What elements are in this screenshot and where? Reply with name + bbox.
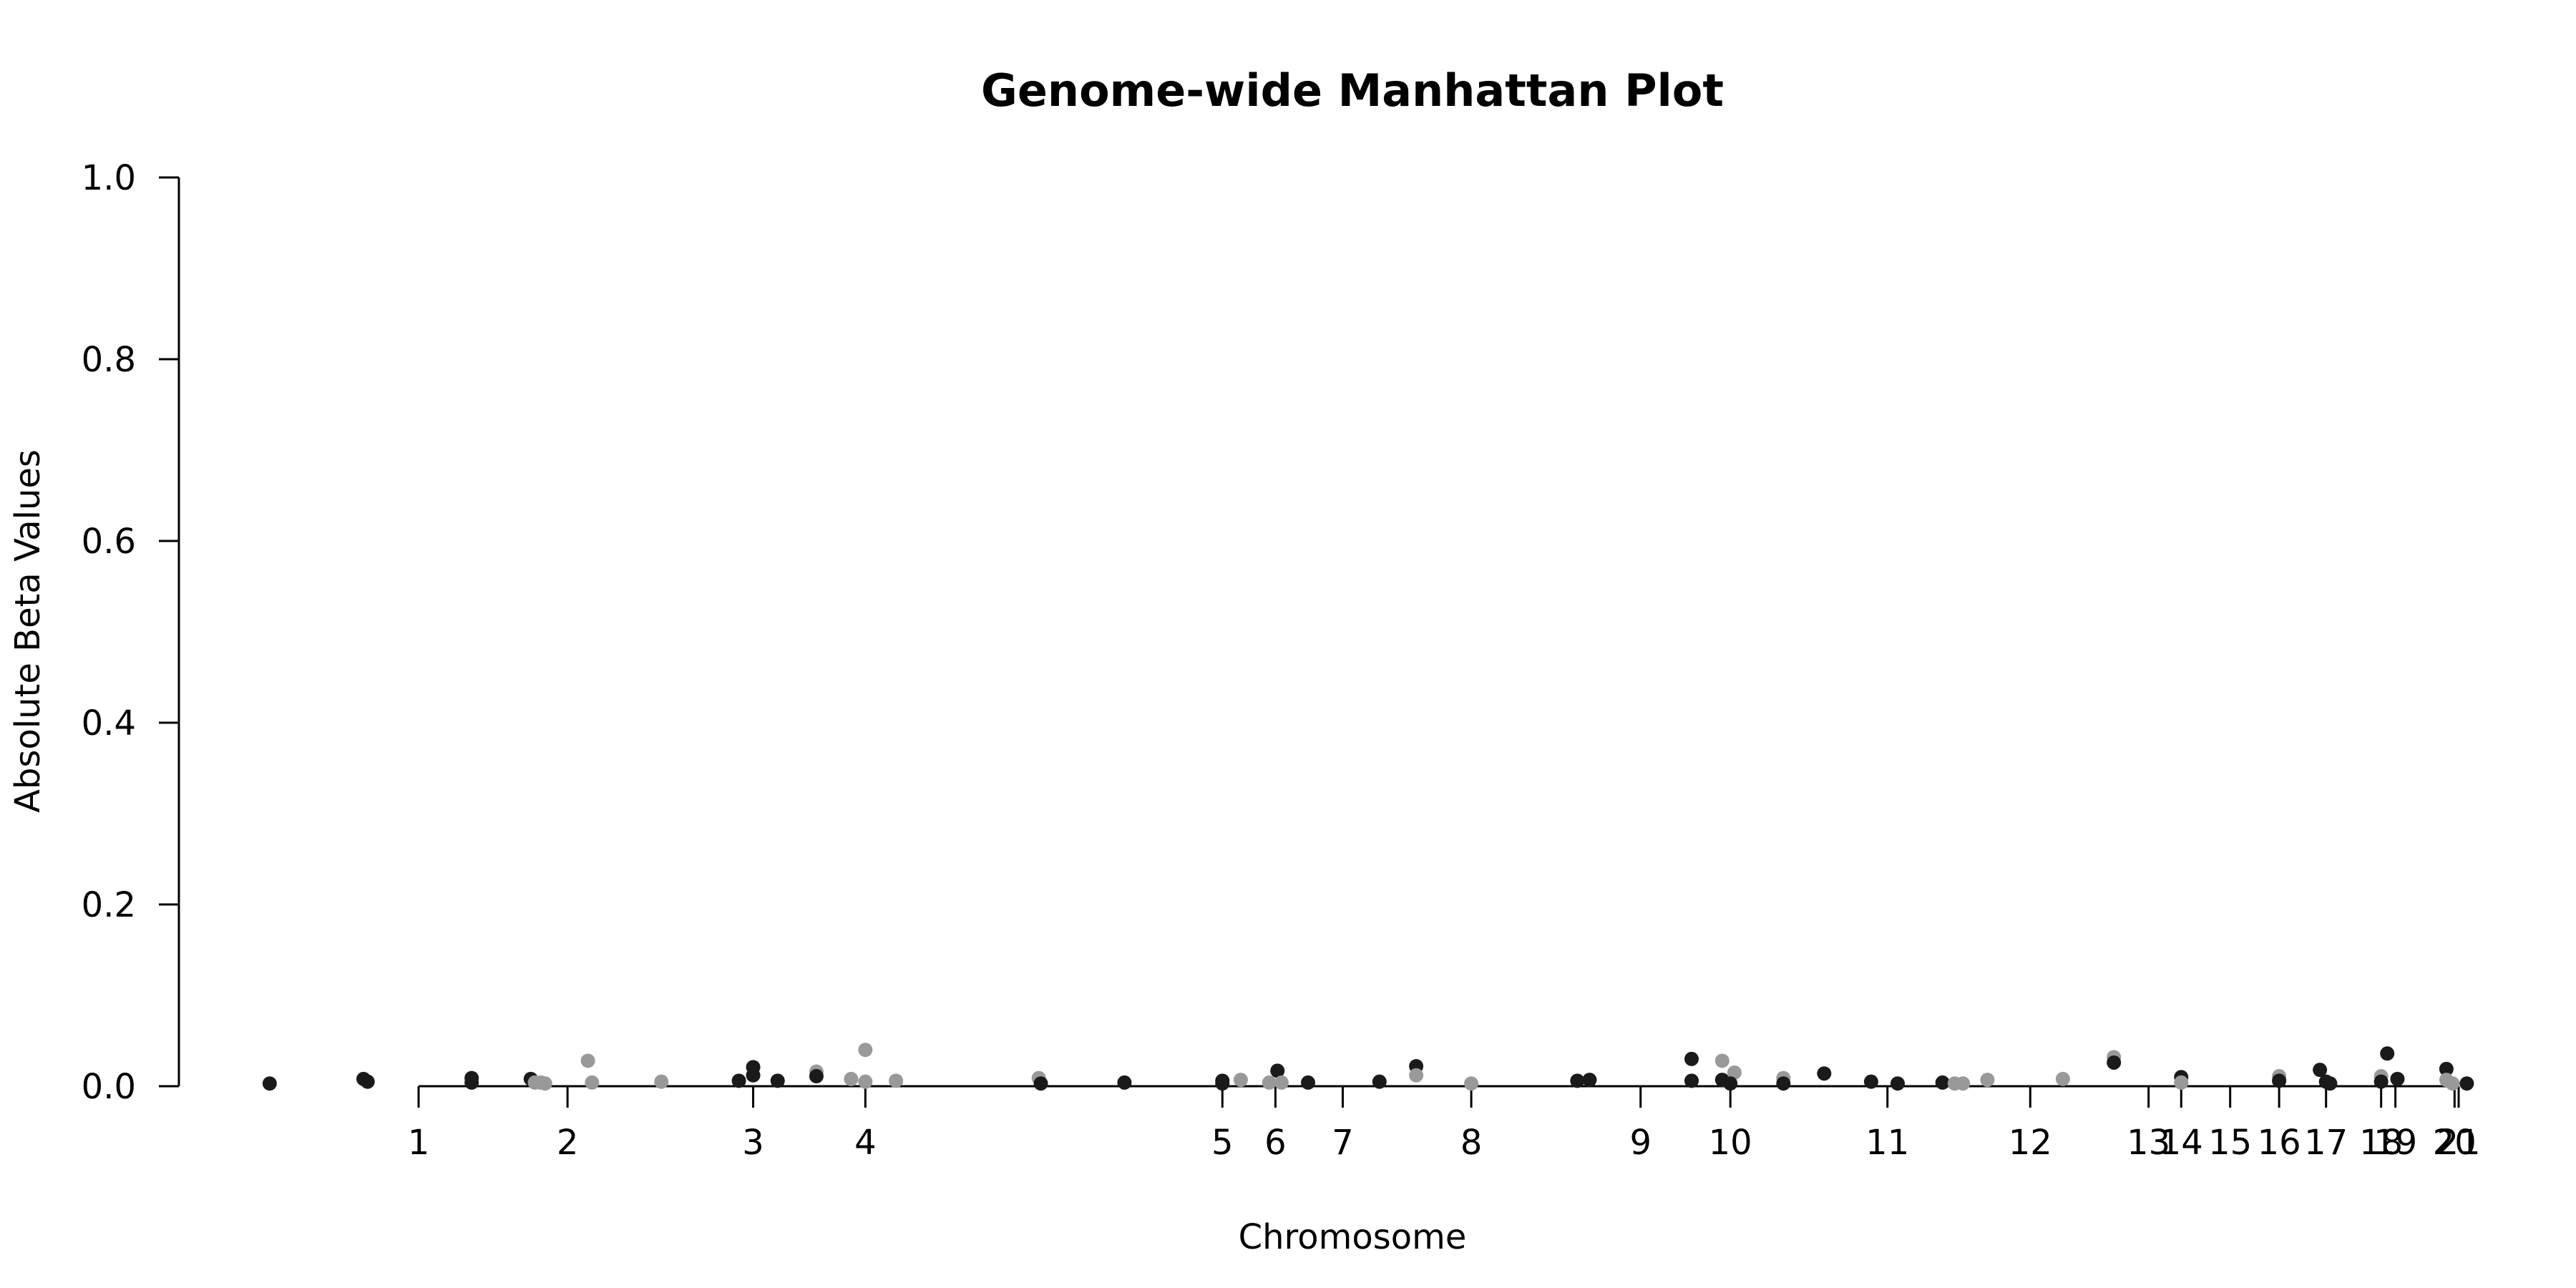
x-tick-label: 14 <box>2160 1123 2203 1163</box>
data-point <box>1684 1051 1699 1066</box>
x-tick-label: 3 <box>742 1123 764 1163</box>
x-tick-label: 2 <box>557 1123 579 1163</box>
data-point <box>1714 1053 1729 1068</box>
x-tick-label: 13 <box>2127 1123 2170 1163</box>
data-point <box>360 1074 375 1089</box>
data-point <box>809 1069 824 1084</box>
data-point <box>746 1068 761 1083</box>
y-tick-label: 1.0 <box>82 158 136 198</box>
data-point <box>2390 1071 2405 1086</box>
x-tick-label: 7 <box>1332 1123 1354 1163</box>
data-point <box>731 1073 746 1088</box>
data-point <box>1570 1073 1585 1088</box>
data-point <box>1776 1076 1791 1091</box>
data-point <box>1890 1076 1905 1091</box>
data-point <box>1301 1075 1316 1090</box>
data-point <box>1262 1075 1277 1090</box>
data-point <box>654 1074 669 1089</box>
data-point <box>2459 1076 2474 1091</box>
data-point <box>770 1073 785 1088</box>
data-point <box>1863 1074 1878 1089</box>
x-tick-label: 18 <box>2359 1123 2403 1163</box>
data-point <box>889 1073 904 1088</box>
x-tick-label: 8 <box>1460 1123 1483 1163</box>
y-tick-label: 0.6 <box>82 522 136 562</box>
data-point <box>844 1071 859 1086</box>
x-tick-label: 15 <box>2208 1123 2252 1163</box>
data-point <box>2313 1063 2328 1078</box>
y-tick-label: 0.0 <box>82 1067 136 1107</box>
y-tick-label: 0.4 <box>82 703 136 743</box>
data-point <box>1274 1075 1289 1090</box>
data-point <box>1270 1063 1285 1078</box>
data-point <box>1233 1073 1248 1088</box>
data-point <box>2380 1046 2395 1061</box>
data-point <box>1956 1076 1971 1091</box>
data-point <box>858 1043 873 1058</box>
data-point <box>2107 1055 2122 1070</box>
y-tick-label: 0.2 <box>82 885 136 925</box>
x-tick-label: 10 <box>1709 1123 1752 1163</box>
data-point <box>2445 1076 2460 1091</box>
data-point <box>1033 1076 1048 1091</box>
data-point <box>585 1075 600 1090</box>
data-point <box>2174 1075 2189 1090</box>
data-point <box>580 1053 595 1068</box>
data-point <box>2323 1076 2338 1091</box>
x-tick-label: 17 <box>2304 1123 2348 1163</box>
data-point <box>1935 1075 1950 1090</box>
data-point <box>1684 1073 1699 1088</box>
data-point <box>1582 1073 1597 1088</box>
data-point <box>2439 1061 2454 1076</box>
data-point <box>1980 1073 1995 1088</box>
data-point <box>1817 1066 1832 1081</box>
chart-title: Genome-wide Manhattan Plot <box>981 64 1724 117</box>
data-point <box>1215 1076 1230 1091</box>
y-axis: 0.0 0.2 0.4 0.6 0.8 1.0 <box>82 158 180 1107</box>
y-axis-label: Absolute Beta Values <box>8 449 48 813</box>
data-point <box>1117 1075 1132 1090</box>
y-tick-label: 0.8 <box>82 340 136 380</box>
x-tick-label: 20 <box>2433 1123 2477 1163</box>
x-tick-label: 1 <box>408 1123 430 1163</box>
x-tick-label: 11 <box>1865 1123 1909 1163</box>
data-points <box>262 1043 2474 1091</box>
data-point <box>262 1076 277 1091</box>
data-point <box>537 1076 552 1091</box>
data-point <box>1464 1076 1479 1091</box>
data-point <box>2373 1074 2389 1089</box>
data-point <box>858 1074 873 1089</box>
x-axis-label: Chromosome <box>1239 1217 1467 1257</box>
x-tick-label: 6 <box>1264 1123 1287 1163</box>
data-point <box>1409 1068 1424 1083</box>
x-tick-label: 5 <box>1211 1123 1234 1163</box>
x-tick-label: 4 <box>854 1123 877 1163</box>
data-point <box>464 1075 479 1090</box>
x-tick-label: 21 <box>2436 1123 2480 1163</box>
data-point <box>2272 1073 2287 1088</box>
data-point <box>2055 1071 2070 1086</box>
data-point <box>1372 1074 1387 1089</box>
x-tick-label: 19 <box>2373 1123 2417 1163</box>
x-tick-label: 12 <box>2009 1123 2052 1163</box>
data-point <box>1723 1076 1738 1091</box>
data-point <box>1727 1065 1742 1080</box>
x-tick-label: 9 <box>1629 1123 1652 1163</box>
x-tick-label: 16 <box>2258 1123 2301 1163</box>
